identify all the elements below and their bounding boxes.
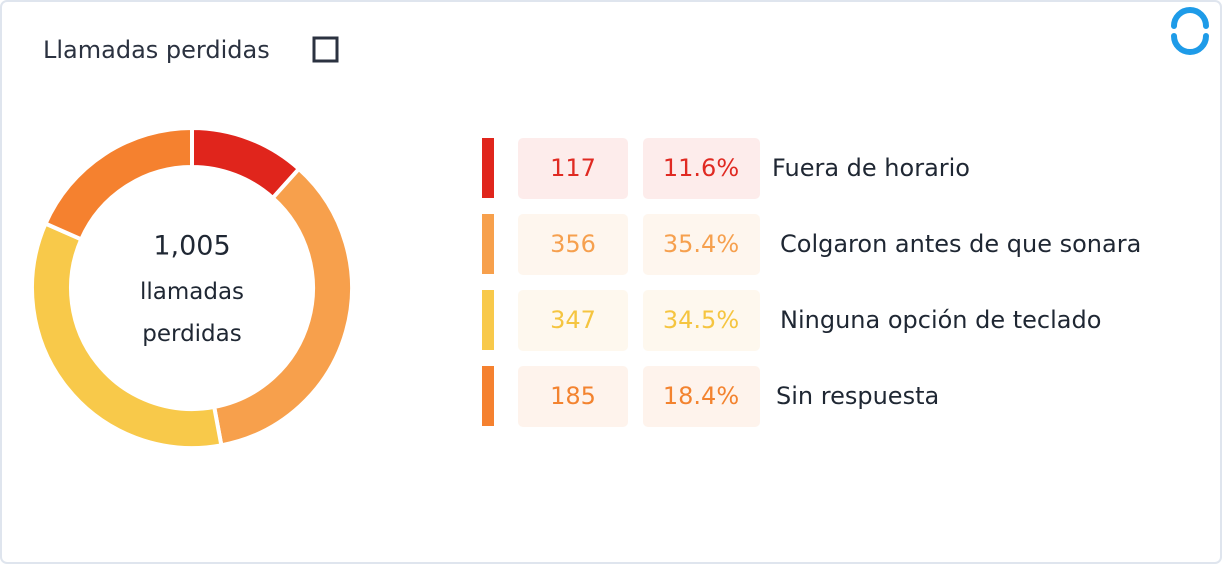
count-value: 356 bbox=[550, 230, 596, 258]
category-label: Fuera de horario bbox=[772, 154, 970, 182]
donut-hole bbox=[71, 167, 313, 409]
percent-box bbox=[643, 138, 760, 199]
percent-box bbox=[643, 290, 760, 351]
count-box bbox=[518, 138, 628, 199]
count-box bbox=[518, 366, 628, 427]
category-label: Colgaron antes de que sonara bbox=[780, 230, 1141, 258]
percent-value: 11.6% bbox=[663, 154, 739, 182]
percent-box bbox=[643, 214, 760, 275]
percent-value: 18.4% bbox=[663, 382, 739, 410]
total-value: 1,005 bbox=[153, 231, 230, 262]
percent-value: 35.4% bbox=[663, 230, 739, 258]
checkbox[interactable] bbox=[312, 36, 339, 63]
refresh-arc[interactable] bbox=[1171, 33, 1209, 55]
count-value: 185 bbox=[550, 382, 596, 410]
count-box bbox=[518, 214, 628, 275]
center-label-line: perdidas bbox=[142, 321, 241, 347]
widget-title: Llamadas perdidas bbox=[43, 36, 270, 64]
percent-box bbox=[643, 366, 760, 427]
center-label: llamadas perdidas bbox=[140, 279, 244, 347]
refresh-icon[interactable] bbox=[1171, 7, 1209, 55]
legend-swatch bbox=[482, 214, 494, 274]
legend-swatch bbox=[482, 366, 494, 426]
category-label: Sin respuesta bbox=[776, 382, 939, 410]
refresh-arc[interactable] bbox=[1171, 7, 1209, 29]
category-label: Ninguna opción de teclado bbox=[780, 306, 1101, 334]
center-label-line: llamadas bbox=[140, 279, 244, 305]
count-value: 347 bbox=[550, 306, 596, 334]
count-value: 117 bbox=[550, 154, 596, 182]
count-box bbox=[518, 290, 628, 351]
percent-value: 34.5% bbox=[663, 306, 739, 334]
legend: 117 11.6% Fuera de horario 356 35.4% Colgaron… bbox=[482, 138, 1141, 427]
legend-swatch bbox=[482, 290, 494, 350]
legend-swatch bbox=[482, 138, 494, 198]
